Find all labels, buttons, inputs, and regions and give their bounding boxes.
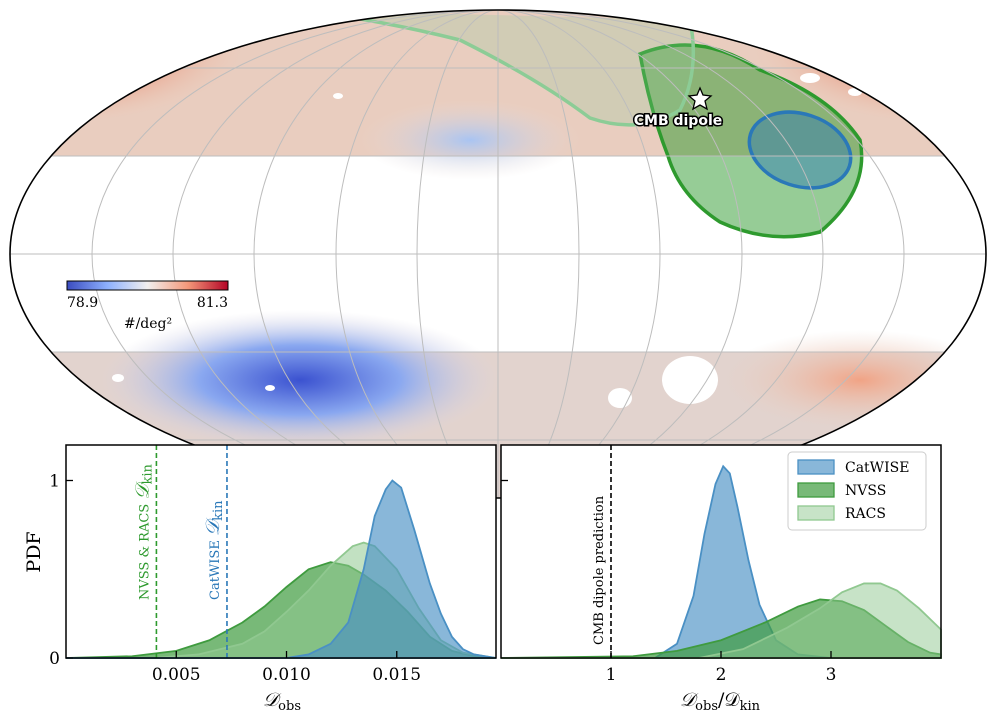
left-panel-series: [65, 479, 497, 659]
left-ylabel: PDF: [23, 531, 45, 572]
sky-map-fill: [10, 10, 986, 498]
mask-hole: [333, 93, 343, 99]
star-icon: [687, 86, 713, 111]
right-panel-series: [500, 464, 942, 659]
dk-annotation-symbol: 𝒟: [202, 517, 224, 536]
cmb-prediction-label: CMB dipole prediction: [592, 495, 607, 645]
x-tick-label: 0.010: [262, 665, 311, 685]
mask-hole: [112, 374, 124, 382]
dk-annotation-sub: kin: [140, 463, 155, 484]
colorbar-min-label: 78.9: [67, 295, 98, 311]
x-tick-label: 3: [826, 665, 837, 685]
sky-map-outline: [9, 9, 987, 499]
mask-hole: [265, 385, 275, 391]
y-tick-label: 0: [49, 649, 60, 669]
cmb-dipole-marker: CMB dipole: [632, 86, 724, 131]
south-red-patch: [720, 330, 986, 430]
pdf-area-catwise: [66, 479, 497, 659]
right-xlabel: 𝒟obs/𝒟kin: [680, 689, 761, 714]
colorbar-unit-label: #/deg²: [124, 316, 172, 332]
legend-swatch-catwise: [797, 459, 835, 475]
x-tick-label: 2: [716, 665, 727, 685]
dk-annotation-1: CatWISE 𝒟kin: [202, 500, 226, 600]
left-panel-ticks: 0.005 0.010 0.015 0 1: [49, 472, 421, 686]
right-xlabel-sub2: kin: [740, 699, 761, 714]
x-tick-label: 0.005: [152, 665, 201, 685]
right-xlabel-mid: /𝒟: [718, 689, 740, 711]
right-panel-annotations: CMB dipole prediction: [592, 445, 612, 658]
pdf-area-racs: [501, 582, 942, 659]
right-xlabel-main1: 𝒟: [680, 689, 699, 711]
legend: CatWISE NVSS RACS: [787, 451, 927, 531]
south-blue-patch: [100, 310, 500, 450]
legend-swatch-nvss: [797, 482, 835, 498]
sky-map: CMB dipole 78.9 81.3 #/deg²: [9, 9, 987, 499]
dk-annotation-0: NVSS & RACS 𝒟kin: [131, 463, 155, 600]
x-tick-label: 0.015: [372, 665, 421, 685]
legend-label-nvss: NVSS: [845, 483, 886, 499]
left-xlabel-sub: obs: [278, 699, 301, 714]
mask-hole: [662, 356, 718, 404]
dk-annotation-symbol: 𝒟: [131, 481, 153, 500]
catwise-contour: [747, 110, 853, 190]
left-xlabel: 𝒟obs: [263, 689, 301, 714]
y-tick-label: 1: [49, 472, 60, 492]
dk-annotation-sub: kin: [211, 500, 226, 521]
dk-annotation-prefix: NVSS & RACS: [137, 500, 152, 600]
mask-hole: [800, 73, 820, 83]
racs-contour: [299, 10, 696, 127]
colorbar: 78.9 81.3 #/deg²: [66, 280, 229, 332]
mask-hole: [848, 88, 862, 96]
dk-annotation-prefix: CatWISE: [208, 536, 223, 600]
right-xlabel-sub1: obs: [695, 699, 718, 714]
legend-swatch-racs: [797, 505, 835, 521]
north-blue-patch: [360, 100, 580, 180]
left-xlabel-main: 𝒟: [263, 689, 282, 711]
legend-label-racs: RACS: [845, 506, 886, 522]
x-tick-label: 1: [606, 665, 617, 685]
cmb-dipole-label: CMB dipole: [634, 113, 723, 129]
colorbar-gradient: [66, 280, 229, 291]
right-pdf-panel: CMB dipole prediction 1 2 3 𝒟obs/𝒟kin CatW…: [500, 444, 942, 714]
left-panel-frame: [65, 444, 497, 659]
colorbar-max-label: 81.3: [197, 295, 228, 311]
right-panel-ticks: 1 2 3: [501, 479, 837, 685]
legend-label-catwise: CatWISE: [845, 460, 909, 476]
